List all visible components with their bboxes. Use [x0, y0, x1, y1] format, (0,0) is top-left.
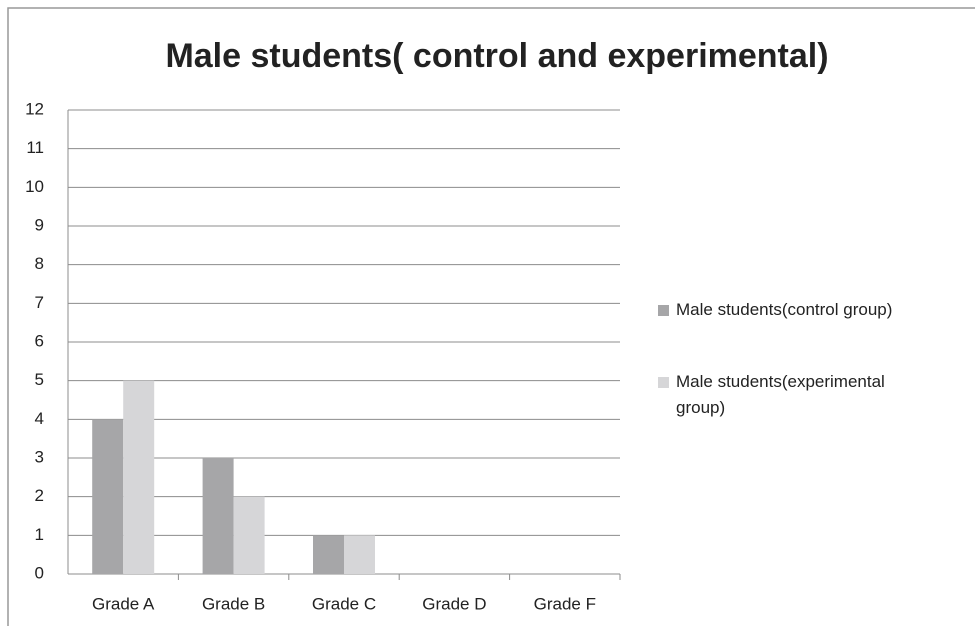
y-tick-label: 6 — [35, 331, 44, 350]
y-tick-label: 3 — [35, 447, 44, 466]
y-tick-label: 12 — [25, 99, 44, 118]
bar — [233, 496, 265, 574]
chart-frame — [7, 7, 975, 626]
legend-swatch — [658, 305, 669, 316]
bar — [123, 380, 155, 574]
x-tick-label: Grade A — [92, 594, 155, 613]
y-tick-label: 4 — [35, 409, 44, 428]
x-tick-label: Grade C — [312, 594, 376, 613]
x-tick-label: Grade B — [202, 594, 265, 613]
y-tick-label: 0 — [35, 563, 44, 582]
x-tick-label: Grade F — [534, 594, 596, 613]
legend-label: Male students(experimental group) — [676, 372, 885, 417]
legend-label: Male students(control group) — [676, 300, 893, 319]
y-tick-label: 1 — [35, 525, 44, 544]
y-tick-label: 9 — [35, 215, 44, 234]
legend-swatch — [658, 377, 669, 388]
bar — [313, 535, 344, 574]
bar — [92, 419, 124, 574]
x-tick-label: Grade D — [422, 594, 486, 613]
y-tick-label: 8 — [35, 254, 44, 273]
chart-title: Male students( control and experimental) — [165, 37, 828, 75]
legend-entry: Male students(experimental group) — [658, 369, 916, 421]
y-tick-label: 7 — [35, 293, 44, 312]
bar — [344, 535, 375, 574]
y-tick-label: 5 — [35, 370, 44, 389]
legend-entry: Male students(control group) — [658, 297, 975, 323]
y-tick-label: 2 — [35, 486, 44, 505]
y-tick-label: 11 — [26, 138, 44, 157]
bar — [202, 458, 234, 574]
y-tick-label: 10 — [25, 177, 44, 196]
